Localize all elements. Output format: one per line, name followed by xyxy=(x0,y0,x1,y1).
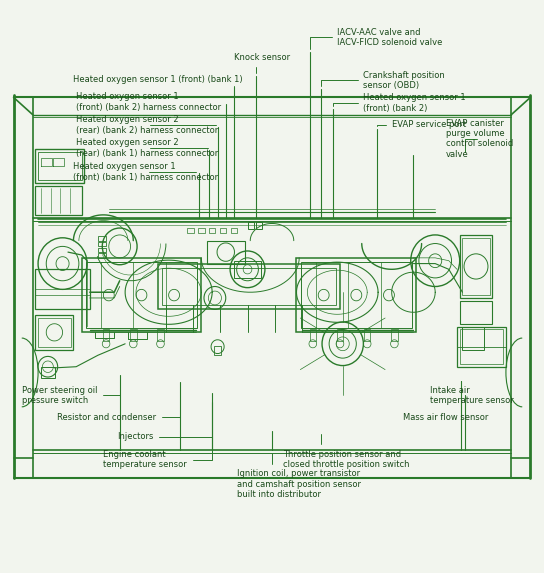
Text: Injectors: Injectors xyxy=(117,395,212,441)
Bar xyxy=(460,329,503,364)
Bar xyxy=(187,228,194,233)
Text: Crankshaft position
sensor (OBD): Crankshaft position sensor (OBD) xyxy=(321,70,445,90)
Bar xyxy=(220,228,226,233)
Bar xyxy=(301,262,412,328)
Text: Knock sensor: Knock sensor xyxy=(234,53,290,73)
Text: Engine coolant
temperature sensor: Engine coolant temperature sensor xyxy=(103,405,212,469)
Text: Heated oxygen sensor 1 (front) (bank 1): Heated oxygen sensor 1 (front) (bank 1) xyxy=(73,74,243,87)
Text: Heated oxygen sensor 1
(front) (bank 1) harness connector: Heated oxygen sensor 1 (front) (bank 1) … xyxy=(73,162,219,182)
Text: IACV-AAC valve and
IACV-FICD solenoid valve: IACV-AAC valve and IACV-FICD solenoid va… xyxy=(310,28,443,49)
Bar xyxy=(234,261,261,278)
Bar xyxy=(391,329,398,341)
Bar xyxy=(310,329,316,341)
Bar xyxy=(214,346,221,355)
Bar xyxy=(462,327,484,350)
Text: Heated oxygen sensor 1
(front) (bank 2) harness connector: Heated oxygen sensor 1 (front) (bank 2) … xyxy=(76,92,226,112)
Bar xyxy=(38,152,82,180)
Text: EVAP canister
purge volume
control solenoid
valve: EVAP canister purge volume control solen… xyxy=(446,119,514,159)
Text: Mass air flow sensor: Mass air flow sensor xyxy=(403,398,488,422)
Bar xyxy=(158,264,340,309)
Bar xyxy=(460,235,492,298)
Bar xyxy=(103,329,109,341)
Text: Throttle position sensor and
closed throttle position switch: Throttle position sensor and closed thro… xyxy=(283,434,410,469)
Bar xyxy=(38,318,71,347)
Bar xyxy=(98,253,106,258)
Text: Heated oxygen sensor 2
(rear) (bank 2) harness connector: Heated oxygen sensor 2 (rear) (bank 2) h… xyxy=(76,115,218,135)
Text: Power steering oil
pressure switch: Power steering oil pressure switch xyxy=(22,378,120,405)
Bar xyxy=(86,262,197,328)
Bar xyxy=(35,269,90,309)
Text: EVAP service port: EVAP service port xyxy=(377,120,466,129)
Bar xyxy=(296,258,416,332)
Bar xyxy=(460,301,492,324)
Text: Resistor and condenser: Resistor and condenser xyxy=(57,385,180,422)
Bar xyxy=(98,236,106,241)
Bar xyxy=(35,149,84,183)
Text: Heated oxygen sensor 1
(front) (bank 2): Heated oxygen sensor 1 (front) (bank 2) xyxy=(333,93,466,113)
Bar xyxy=(35,186,82,215)
Text: Ignition coil, power transistor
and camshaft position sensor
built into distribu: Ignition coil, power transistor and cams… xyxy=(237,453,361,499)
Bar xyxy=(457,327,506,367)
Bar xyxy=(130,329,137,341)
Text: Heated oxygen sensor 2
(rear) (bank 1) harness connector: Heated oxygen sensor 2 (rear) (bank 1) h… xyxy=(76,138,218,158)
Bar xyxy=(41,367,55,378)
Bar xyxy=(98,248,106,252)
Bar xyxy=(98,242,106,246)
Bar xyxy=(364,329,370,341)
Bar xyxy=(82,258,201,332)
Bar xyxy=(35,315,73,350)
Bar xyxy=(462,238,490,295)
Bar xyxy=(231,228,237,233)
Bar xyxy=(157,329,164,341)
Text: Intake air
temperature sensor: Intake air temperature sensor xyxy=(430,381,514,405)
Bar xyxy=(162,268,336,305)
Bar xyxy=(248,222,254,229)
Bar xyxy=(209,228,215,233)
Bar xyxy=(337,329,343,341)
Bar xyxy=(207,241,245,264)
Bar xyxy=(256,222,262,229)
Bar xyxy=(198,228,205,233)
